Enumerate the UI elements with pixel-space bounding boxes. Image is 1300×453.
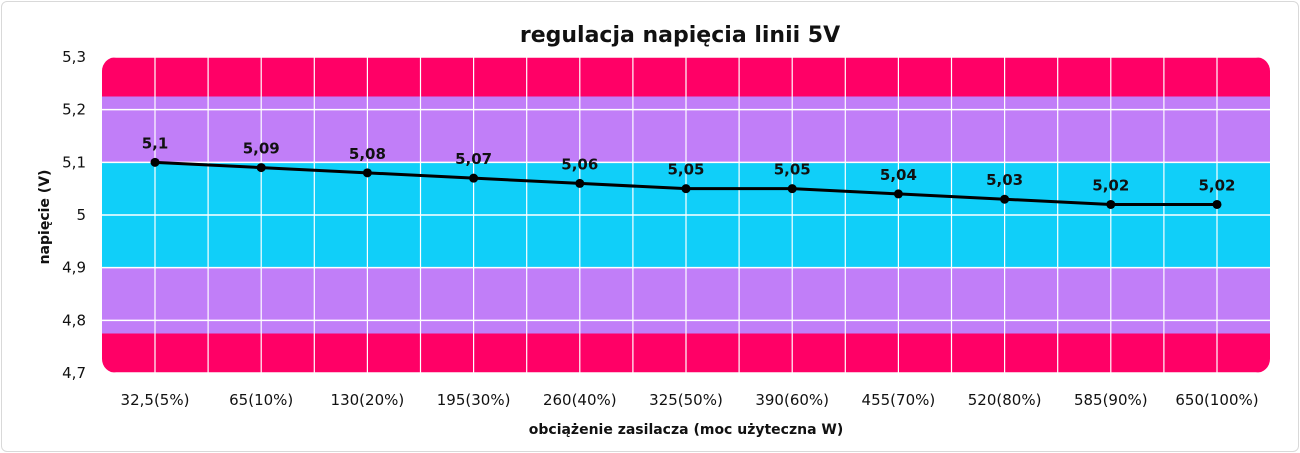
data-label: 5,05	[774, 161, 811, 179]
data-point	[362, 168, 372, 178]
chart-title: regulacja napięcia linii 5V	[520, 23, 840, 48]
data-point	[893, 189, 903, 199]
data-label: 5,02	[1198, 176, 1235, 194]
y-axis-ticks: 5,3 5,2 5,1 5 4,9 4,8 4,7	[62, 48, 86, 382]
x-tick-label: 585(90%)	[1074, 391, 1148, 409]
data-label: 5,07	[455, 150, 492, 168]
grid-lines	[102, 57, 1270, 373]
x-tick-label: 32,5(5%)	[121, 391, 190, 409]
data-label: 5,1	[142, 134, 169, 152]
x-tick-label: 390(60%)	[755, 391, 829, 409]
data-label: 5,09	[243, 140, 280, 158]
data-point	[150, 157, 160, 167]
x-tick-label: 195(30%)	[437, 391, 511, 409]
x-tick-label: 650(100%)	[1175, 391, 1258, 409]
y-tick-label: 5,2	[62, 101, 86, 119]
x-tick-label: 520(80%)	[968, 391, 1042, 409]
x-tick-label: 325(50%)	[649, 391, 723, 409]
x-axis-label: obciążenie zasilacza (moc użyteczna W)	[529, 422, 844, 438]
data-point	[1212, 199, 1222, 209]
data-label: 5,04	[880, 166, 917, 184]
x-tick-label: 260(40%)	[543, 391, 617, 409]
data-point	[256, 163, 266, 173]
y-tick-label: 4,8	[62, 311, 86, 329]
x-tick-label: 455(70%)	[862, 391, 936, 409]
data-label: 5,08	[349, 145, 386, 163]
data-point	[1000, 194, 1010, 204]
y-axis-label: napięcie (V)	[37, 170, 53, 265]
data-label: 5,03	[986, 171, 1023, 189]
data-point	[787, 184, 797, 194]
x-tick-label: 130(20%)	[331, 391, 405, 409]
data-label: 5,02	[1092, 176, 1129, 194]
data-label: 5,05	[667, 161, 704, 179]
y-tick-label: 4,9	[62, 259, 86, 277]
x-axis-ticks: 32,5(5%) 65(10%) 130(20%) 195(30%) 260(40%) 3…	[121, 391, 1259, 409]
data-point	[681, 184, 691, 194]
series-line-group: 5,1 5,09 5,08 5,07 5,06 5,05 5,05 5,04 5,03 5,02 5…	[142, 134, 1236, 209]
data-point	[1106, 199, 1116, 209]
x-tick-label: 65(10%)	[229, 391, 293, 409]
y-tick-label: 5	[76, 206, 86, 224]
y-tick-label: 5,3	[62, 48, 86, 66]
data-point	[469, 173, 479, 183]
data-point	[575, 178, 585, 188]
y-tick-label: 4,7	[62, 364, 86, 382]
y-tick-label: 5,1	[62, 153, 86, 171]
data-label: 5,06	[561, 155, 598, 173]
